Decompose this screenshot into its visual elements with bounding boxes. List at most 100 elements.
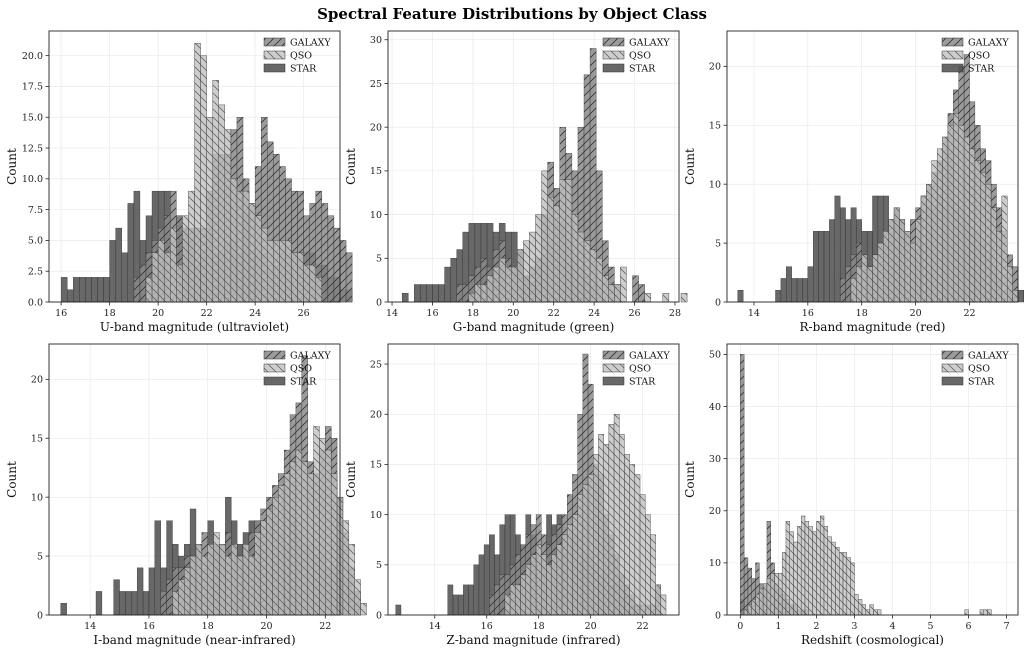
bar-hatch-qso: [553, 205, 560, 302]
bar-hatch-qso: [980, 172, 986, 302]
legend-swatch-hatch: [603, 364, 624, 372]
bar-hatch-qso: [947, 125, 954, 303]
bar-hatch-qso: [681, 293, 688, 302]
x-tick-label: 22: [201, 308, 213, 319]
x-tick-label: 1: [775, 621, 781, 632]
bar-hatch-qso: [904, 231, 911, 302]
bar-hatch-qso: [525, 564, 531, 615]
legend-swatch-hatch: [264, 364, 285, 372]
bar-hatch-qso: [248, 556, 255, 615]
legend-label-qso: QSO: [968, 364, 990, 375]
bar-star: [127, 203, 135, 303]
bar-hatch-qso: [744, 609, 748, 615]
x-tick-label: 20: [507, 308, 519, 319]
bar-hatch-qso: [843, 552, 847, 615]
bar-star: [60, 603, 67, 616]
bar-hatch-galaxy: [590, 48, 597, 302]
bar-hatch-qso: [319, 438, 326, 615]
subplot-5: 14 16 18 20 22 0 5 10 15 20 25 Z-band magnitude (in…: [344, 343, 680, 647]
bar-star: [823, 231, 830, 303]
bar-hatch-galaxy: [267, 141, 274, 302]
bar-hatch-qso: [979, 609, 984, 615]
bar-hatch-qso: [536, 544, 542, 615]
bar-hatch-qso: [499, 258, 506, 302]
bar-hatch-qso: [953, 113, 959, 302]
x-tick-label: 16: [481, 621, 493, 632]
bar-hatch-qso: [991, 207, 997, 302]
series-qso: [172, 426, 367, 616]
bar-star: [91, 277, 98, 303]
bar-hatch-qso: [598, 434, 604, 615]
bar-star: [95, 591, 103, 616]
bar-hatch-galaxy: [333, 228, 340, 302]
bar-hatch-qso: [505, 267, 512, 302]
bar-hatch-qso: [888, 219, 895, 302]
bar-hatch-qso: [535, 214, 542, 302]
bar-hatch-galaxy: [303, 215, 310, 302]
bar-hatch-qso: [164, 252, 171, 302]
bar-star: [113, 579, 120, 616]
bar-star: [121, 252, 129, 303]
bar-hatch-qso: [212, 80, 219, 302]
bar-hatch-qso: [808, 526, 813, 615]
x-tick-label: 4: [889, 621, 895, 632]
bar-star: [444, 266, 451, 303]
bar-hatch-qso: [266, 508, 273, 615]
bar-hatch-qso: [146, 277, 153, 302]
bar-hatch-qso: [582, 484, 589, 615]
x-tick-label: 28: [669, 308, 681, 319]
x-axis-label: Z-band magnitude (infrared): [446, 633, 620, 647]
bar-hatch-qso: [778, 573, 783, 615]
bar-hatch-qso: [650, 534, 656, 615]
bar-hatch-qso: [190, 556, 196, 615]
bar-hatch-qso: [865, 609, 870, 615]
bar-star: [432, 284, 439, 303]
y-tick-label: 0: [376, 610, 382, 621]
bar-star: [103, 277, 110, 303]
bar-hatch-qso: [660, 594, 667, 615]
bar-hatch-qso: [770, 573, 775, 615]
bar-hatch-qso: [224, 129, 231, 302]
bar-hatch-qso: [572, 514, 578, 615]
legend-swatch-star: [602, 376, 625, 386]
bar-hatch-qso: [285, 240, 292, 302]
bar-hatch-galaxy: [160, 591, 167, 615]
legend-label-galaxy: GALAXY: [290, 38, 331, 49]
bar-hatch-qso: [910, 243, 916, 302]
bar-hatch-qso: [634, 474, 641, 615]
bar-hatch-qso: [850, 278, 857, 302]
bar-hatch-qso: [354, 579, 361, 615]
bar-hatch-qso: [547, 197, 554, 302]
bar-hatch-galaxy: [494, 584, 500, 615]
legend-label-star: STAR: [968, 64, 995, 75]
bar-hatch-qso: [1007, 266, 1013, 302]
y-tick-label: 20.0: [22, 51, 43, 62]
x-tick-label: 18: [104, 308, 116, 319]
y-tick-label: 0.0: [28, 297, 43, 308]
legend-label-galaxy: GALAXY: [629, 351, 670, 362]
bar-hatch-qso: [894, 207, 900, 302]
bar-hatch-galaxy: [321, 203, 328, 302]
bar-hatch-qso: [480, 284, 488, 302]
bar-hatch-qso: [272, 497, 279, 615]
bar-hatch-qso: [170, 228, 177, 302]
bar-hatch-galaxy: [840, 278, 846, 302]
bar-hatch-qso: [360, 603, 367, 615]
bar-hatch-qso: [915, 219, 921, 302]
series-qso: [743, 515, 992, 616]
bar-hatch-qso: [182, 215, 189, 302]
x-tick-label: 14: [429, 621, 441, 632]
legend-label-galaxy: GALAXY: [968, 38, 1009, 49]
bar-hatch-qso: [551, 554, 557, 615]
bar-hatch-qso: [158, 240, 165, 302]
y-tick-label: 5: [715, 238, 721, 249]
bar-hatch-qso: [827, 536, 832, 615]
bar-hatch-qso: [194, 43, 201, 303]
bar-hatch-qso: [201, 556, 208, 615]
y-tick-label: 2.5: [28, 267, 43, 278]
bar-hatch-galaxy: [456, 284, 463, 302]
y-tick-label: 20: [370, 410, 382, 421]
y-axis-label: Count: [5, 461, 19, 498]
bar-hatch-galaxy: [315, 191, 322, 302]
